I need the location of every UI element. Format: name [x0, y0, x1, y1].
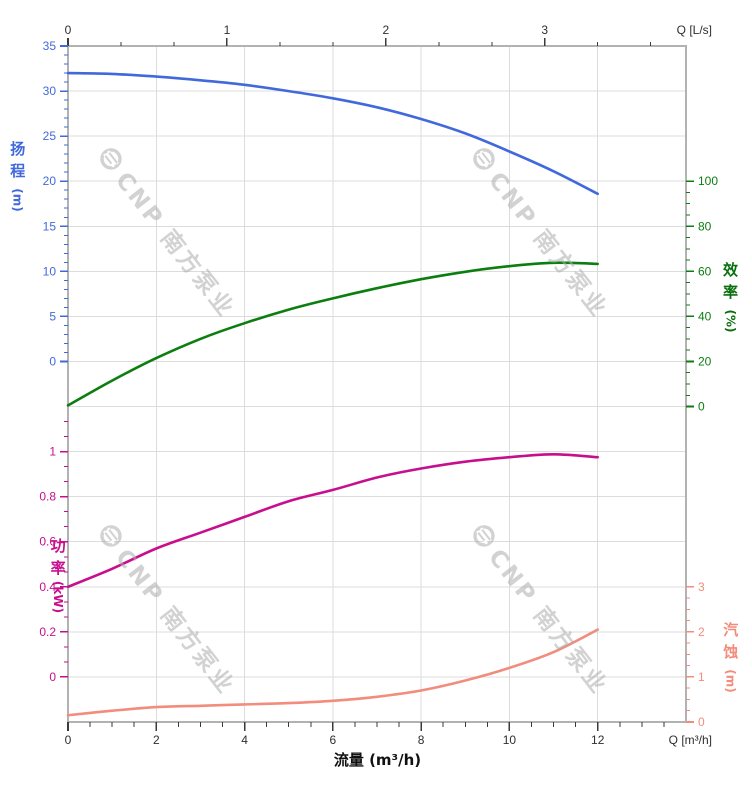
power-axis: 0 0.2 0.4 0.6 0.8 1 — [39, 421, 68, 684]
npsh-axis: 0 1 2 3 — [686, 580, 705, 729]
npsh-axis-unit: (m) — [723, 669, 738, 693]
head-axis-title-text: 扬程 — [10, 140, 26, 180]
npsh-axis-title-text: 汽蚀 — [723, 621, 739, 661]
efficiency-curve — [66, 261, 599, 407]
svg-text:0.4: 0.4 — [39, 580, 56, 594]
efficiency-axis: 0 20 40 60 80 100 — [686, 174, 718, 414]
svg-text:1: 1 — [49, 445, 56, 459]
bottom-axis-unit-label: Q [m³/h] — [668, 733, 712, 747]
power-axis-unit: (kW) — [51, 580, 66, 614]
svg-text:10: 10 — [43, 264, 57, 278]
svg-text:4: 4 — [241, 733, 248, 747]
svg-text:0.8: 0.8 — [39, 490, 56, 504]
svg-text:1: 1 — [698, 670, 705, 684]
svg-text:20: 20 — [43, 174, 57, 188]
head-axis: 0 5 10 15 20 25 30 35 — [43, 39, 68, 368]
svg-text:2: 2 — [382, 23, 389, 37]
npsh-axis-title: 汽蚀 (m) — [719, 619, 742, 693]
svg-text:2: 2 — [698, 625, 705, 639]
svg-text:60: 60 — [698, 264, 712, 278]
power-axis-title-text: 功率 — [50, 537, 66, 577]
svg-text:0: 0 — [65, 23, 72, 37]
top-axis-unit-label: Q [L/s] — [676, 23, 712, 37]
svg-text:0: 0 — [698, 400, 705, 414]
npsh-curve — [66, 628, 599, 717]
svg-text:25: 25 — [43, 129, 57, 143]
svg-text:12: 12 — [591, 733, 605, 747]
svg-text:0.2: 0.2 — [39, 625, 56, 639]
flow-axis-title: 流量 (m³/h) — [333, 751, 422, 769]
head-axis-title: 扬程 (m) — [6, 138, 29, 212]
power-curve — [66, 452, 599, 589]
svg-text:5: 5 — [49, 309, 56, 323]
top-axis: 0 1 2 3 — [65, 23, 652, 46]
plot-border — [67, 45, 687, 723]
svg-text:1: 1 — [224, 23, 231, 37]
svg-text:20: 20 — [698, 354, 712, 368]
svg-text:6: 6 — [330, 733, 337, 747]
svg-text:0: 0 — [49, 354, 56, 368]
svg-text:100: 100 — [698, 174, 718, 188]
head-axis-unit: (m) — [10, 188, 25, 212]
svg-text:3: 3 — [698, 580, 705, 594]
svg-text:0: 0 — [698, 715, 705, 729]
svg-text:0.6: 0.6 — [39, 535, 56, 549]
svg-text:3: 3 — [541, 23, 548, 37]
svg-text:8: 8 — [418, 733, 425, 747]
svg-text:30: 30 — [43, 84, 57, 98]
svg-text:35: 35 — [43, 39, 57, 53]
power-axis-title: 功率 (kW) — [42, 535, 74, 613]
efficiency-axis-unit: (%) — [723, 309, 738, 333]
head-curve — [66, 71, 599, 196]
efficiency-axis-title: 效率 (%) — [719, 259, 742, 333]
svg-text:80: 80 — [698, 219, 712, 233]
svg-text:0: 0 — [49, 670, 56, 684]
svg-text:2: 2 — [153, 733, 160, 747]
svg-text:40: 40 — [698, 309, 712, 323]
grid-lines — [68, 46, 686, 722]
efficiency-axis-title-text: 效率 — [722, 261, 738, 301]
svg-text:0: 0 — [65, 733, 72, 747]
bottom-axis: 0 2 4 6 8 10 12 — [65, 722, 665, 747]
svg-text:15: 15 — [43, 219, 57, 233]
svg-text:10: 10 — [503, 733, 517, 747]
